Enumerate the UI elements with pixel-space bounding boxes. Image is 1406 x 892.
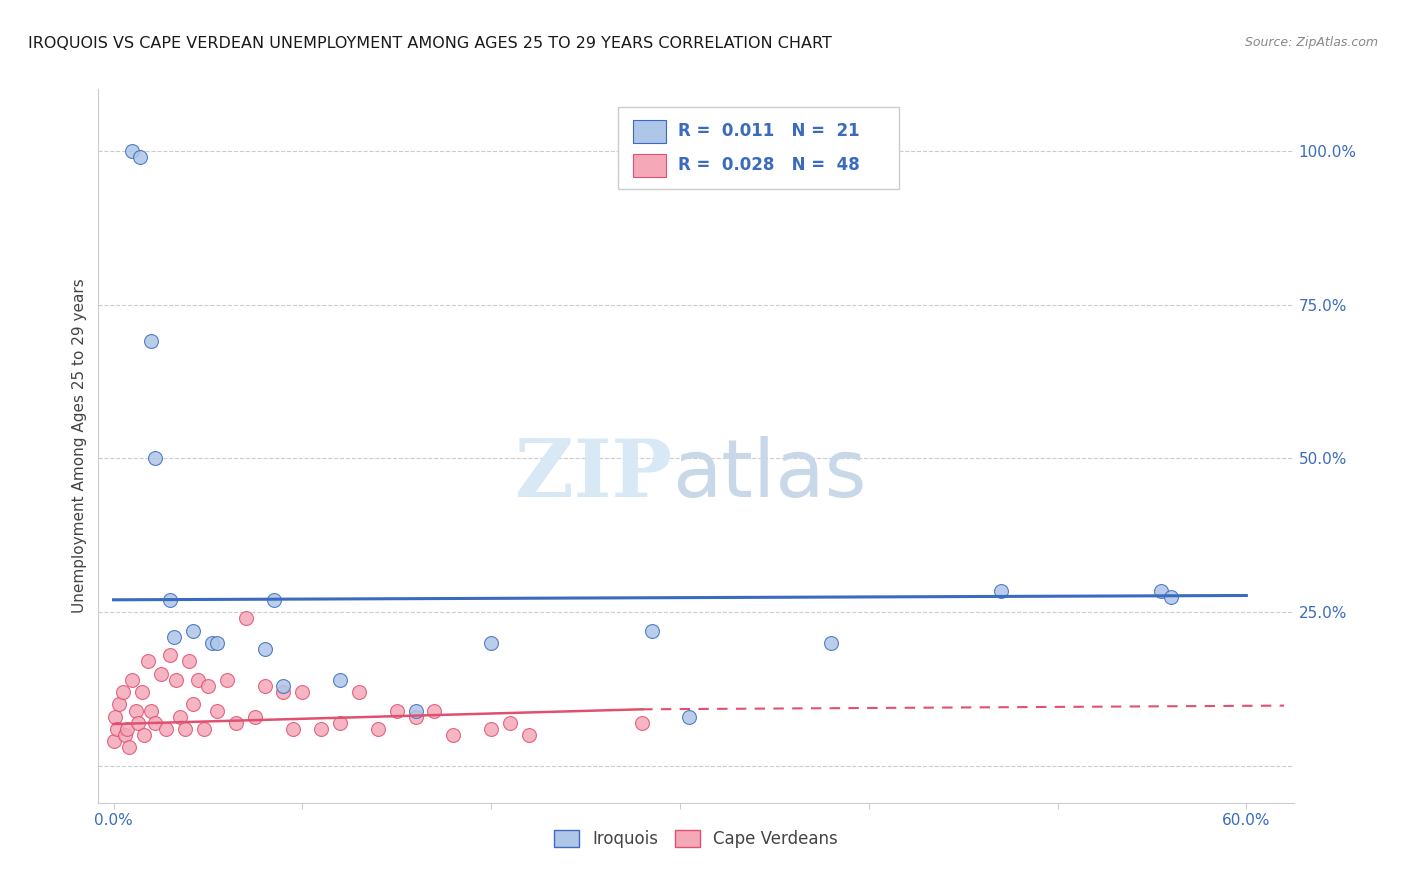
Point: [159, 592, 181, 607]
FancyBboxPatch shape: [633, 120, 666, 143]
Point: [105, 722, 128, 736]
Point: [149, 666, 172, 681]
Point: [678, 709, 700, 723]
Point: [243, 709, 266, 723]
Point: [479, 636, 502, 650]
Point: [136, 654, 159, 668]
Point: [405, 704, 427, 718]
Point: [291, 685, 314, 699]
Point: [820, 636, 842, 650]
Point: [225, 715, 247, 730]
Point: [479, 722, 502, 736]
Point: [181, 698, 204, 712]
Point: [263, 592, 285, 607]
Point: [141, 334, 163, 349]
Point: [215, 673, 238, 687]
Point: [181, 624, 204, 638]
Text: Source: ZipAtlas.com: Source: ZipAtlas.com: [1244, 36, 1378, 49]
Text: R =  0.028   N =  48: R = 0.028 N = 48: [678, 156, 860, 174]
Point: [329, 715, 352, 730]
Y-axis label: Unemployment Among Ages 25 to 29 years: Unemployment Among Ages 25 to 29 years: [72, 278, 87, 614]
Point: [143, 715, 166, 730]
Point: [141, 704, 163, 718]
Point: [104, 709, 127, 723]
Point: [111, 685, 134, 699]
Point: [441, 728, 464, 742]
Point: [273, 685, 295, 699]
Point: [347, 685, 370, 699]
Point: [253, 642, 276, 657]
Point: [281, 722, 304, 736]
Point: [207, 636, 229, 650]
Point: [235, 611, 257, 625]
Point: [640, 624, 662, 638]
Point: [385, 704, 408, 718]
Point: [1150, 583, 1173, 598]
Text: IROQUOIS VS CAPE VERDEAN UNEMPLOYMENT AMONG AGES 25 TO 29 YEARS CORRELATION CHAR: IROQUOIS VS CAPE VERDEAN UNEMPLOYMENT AM…: [28, 36, 832, 51]
Point: [990, 583, 1012, 598]
Point: [201, 636, 224, 650]
Point: [329, 673, 352, 687]
Point: [131, 685, 153, 699]
Point: [115, 722, 138, 736]
Point: [103, 734, 125, 748]
Point: [207, 704, 229, 718]
Point: [187, 673, 209, 687]
Point: [423, 704, 446, 718]
Point: [125, 704, 148, 718]
Point: [309, 722, 332, 736]
Point: [174, 722, 197, 736]
Point: [127, 715, 149, 730]
Point: [117, 740, 139, 755]
Point: [177, 654, 200, 668]
Text: R =  0.011   N =  21: R = 0.011 N = 21: [678, 121, 859, 139]
Point: [405, 709, 427, 723]
Legend: Iroquois, Cape Verdeans: Iroquois, Cape Verdeans: [547, 823, 845, 855]
Text: atlas: atlas: [672, 435, 866, 514]
FancyBboxPatch shape: [619, 107, 900, 189]
Point: [169, 709, 191, 723]
Text: ZIP: ZIP: [515, 435, 672, 514]
Point: [132, 728, 155, 742]
Point: [165, 673, 187, 687]
Point: [163, 630, 186, 644]
Point: [143, 451, 166, 466]
Point: [367, 722, 389, 736]
Point: [159, 648, 181, 662]
Point: [121, 144, 143, 158]
Point: [517, 728, 540, 742]
Point: [114, 728, 136, 742]
Point: [108, 698, 131, 712]
Point: [121, 673, 143, 687]
Point: [129, 150, 152, 164]
Point: [193, 722, 215, 736]
Point: [253, 679, 276, 693]
FancyBboxPatch shape: [633, 154, 666, 177]
Point: [631, 715, 654, 730]
Point: [197, 679, 219, 693]
Point: [273, 679, 295, 693]
Point: [499, 715, 522, 730]
Point: [1160, 590, 1182, 604]
Point: [155, 722, 177, 736]
